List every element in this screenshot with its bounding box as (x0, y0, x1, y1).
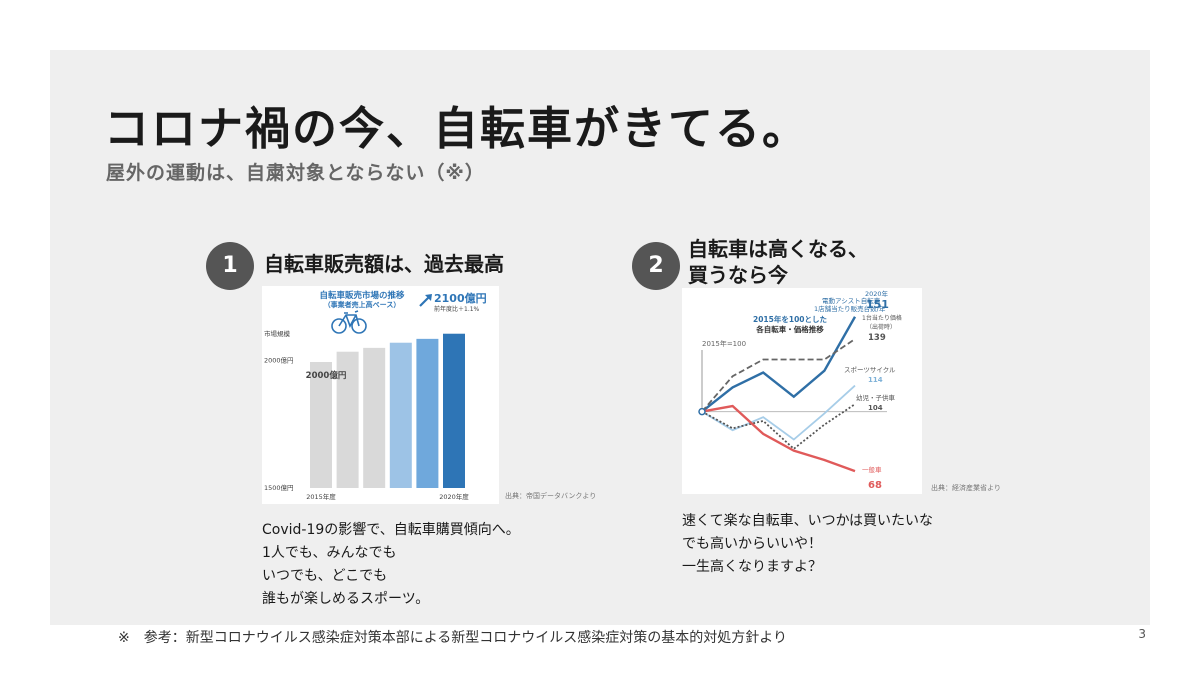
bar-2018年度 (389, 342, 412, 488)
footnote: ※ 参考：新型コロナウイルス感染症対策本部による新型コロナウイルス感染症対策の基… (118, 630, 788, 646)
section-2-body-line: 速くて楽な自転車、いつかは買いたいな (682, 513, 934, 529)
series-line-0 (701, 316, 857, 413)
section-1-badge: 1 (206, 242, 254, 290)
section-2-heading-line: 買うなら今 (688, 263, 788, 287)
series-line-3 (701, 403, 856, 450)
line-chart-title: 2015年を100とした (753, 314, 827, 324)
bar-chart-panel: 自転車販売市場の推移 （事業者売上高ベース） 市場規模 2000億円 1500億円 201… (262, 286, 499, 504)
bar-chart-ytick: 2000億円 (264, 355, 294, 364)
origin-point (698, 407, 706, 416)
bar-chart-subtitle: （事業者売上高ベース） (324, 300, 401, 309)
bar-last-value-label: 2100億円 (434, 291, 487, 305)
series-name-label: 幼児・子供車 (856, 393, 896, 402)
trend-arrow-head-icon (425, 294, 432, 301)
section-1-body-line: Covid-19の影響で、自転車購買傾向へ。 (262, 522, 520, 538)
series-name-label: 電動アシスト自転車 (822, 296, 881, 305)
baseline-label: 2015年=100 (702, 339, 746, 348)
line-chart-source: 出典：経済産業省より (931, 484, 1001, 492)
bar-chart-ytick: 1500億円 (264, 483, 294, 492)
section-1-body-line: 誰もが楽しめるスポーツ。 (262, 591, 430, 607)
series-end-label: 2020年 (865, 289, 889, 298)
bicycle-icon (331, 310, 367, 334)
section-1-heading: 自転車販売額は、過去最高 (264, 252, 504, 276)
section-2-heading: 自転車は高くなる、 買うなら今 (688, 236, 868, 288)
series-name-label: （出荷時） (866, 323, 896, 331)
section-2-heading-line: 自転車は高くなる、 (688, 237, 868, 261)
bar-chart-title: 自転車販売市場の推移 (319, 290, 405, 301)
bar-2019年度 (416, 338, 439, 488)
page-number: 3 (1138, 627, 1146, 641)
series-line-2 (701, 384, 856, 441)
bar-chart-source: 出典：帝国データバンクより (505, 492, 597, 500)
bar-2015年度 (310, 362, 332, 488)
section-1-body-line: いつでも、どこでも (262, 568, 388, 584)
section-2-badge: 2 (632, 242, 680, 290)
slide-panel (50, 50, 1150, 625)
bar-first-value-label: 2000億円 (306, 370, 347, 381)
bar-chart-xtick: 2015年度 (306, 492, 336, 501)
series-line-4 (701, 404, 856, 473)
slide-title: コロナ禍の今、自転車がきてる。 (104, 102, 810, 155)
section-1-body: Covid-19の影響で、自転車購買傾向へ。 1人でも、みんなでも いつでも、ど… (262, 519, 520, 611)
series-end-label: 104 (868, 404, 883, 412)
line-chart: 2015年=1002015年を100とした各自転車・価格推移電動アシスト自転車1… (698, 289, 902, 491)
line-chart-panel: 2015年=100 2015年を100とした 各自転車・価格推移 電動アシスト自転車 1… (682, 288, 922, 494)
line-chart-title: 各自転車・価格推移 (755, 324, 824, 334)
slide-subtitle: 屋外の運動は、自粛対象とならない（※） (106, 162, 485, 184)
section-1-body-line: 1人でも、みんなでも (262, 545, 397, 561)
bar-chart-xtick: 2020年度 (439, 492, 469, 501)
section-2-body-line: 一生高くなりますよ？ (682, 559, 822, 575)
series-end-label: 114 (868, 376, 883, 384)
bar-2020年度 (443, 333, 465, 488)
bar-chart: 自転車販売市場の推移（事業者売上高ベース） 市場規模 2000億円 1500億円 201… (264, 290, 487, 501)
series-name-label: スポーツサイクル (844, 366, 896, 374)
series-line-1 (701, 338, 856, 413)
section-2-body: 速くて楽な自転車、いつかは買いたいな でも高いからいいや！ 一生高くなりますよ？ (682, 510, 933, 579)
bar-2017年度 (363, 347, 386, 488)
bar-last-value-note: 前年度比＋1.1% (434, 305, 480, 313)
series-name-label: 1店舗当たり販売台数/年 (814, 304, 886, 313)
series-name-label: 一般車 (862, 465, 882, 474)
series-end-label: 68 (868, 480, 882, 491)
series-end-label: 139 (868, 333, 886, 343)
series-name-label: 1台当たり価格 (862, 314, 902, 322)
series-end-label: 151 (866, 298, 889, 311)
section-2-body-line: でも高いからいいや！ (682, 536, 822, 552)
bar-2016年度 (336, 351, 359, 488)
bar-chart-ylabel: 市場規模 (264, 329, 291, 338)
